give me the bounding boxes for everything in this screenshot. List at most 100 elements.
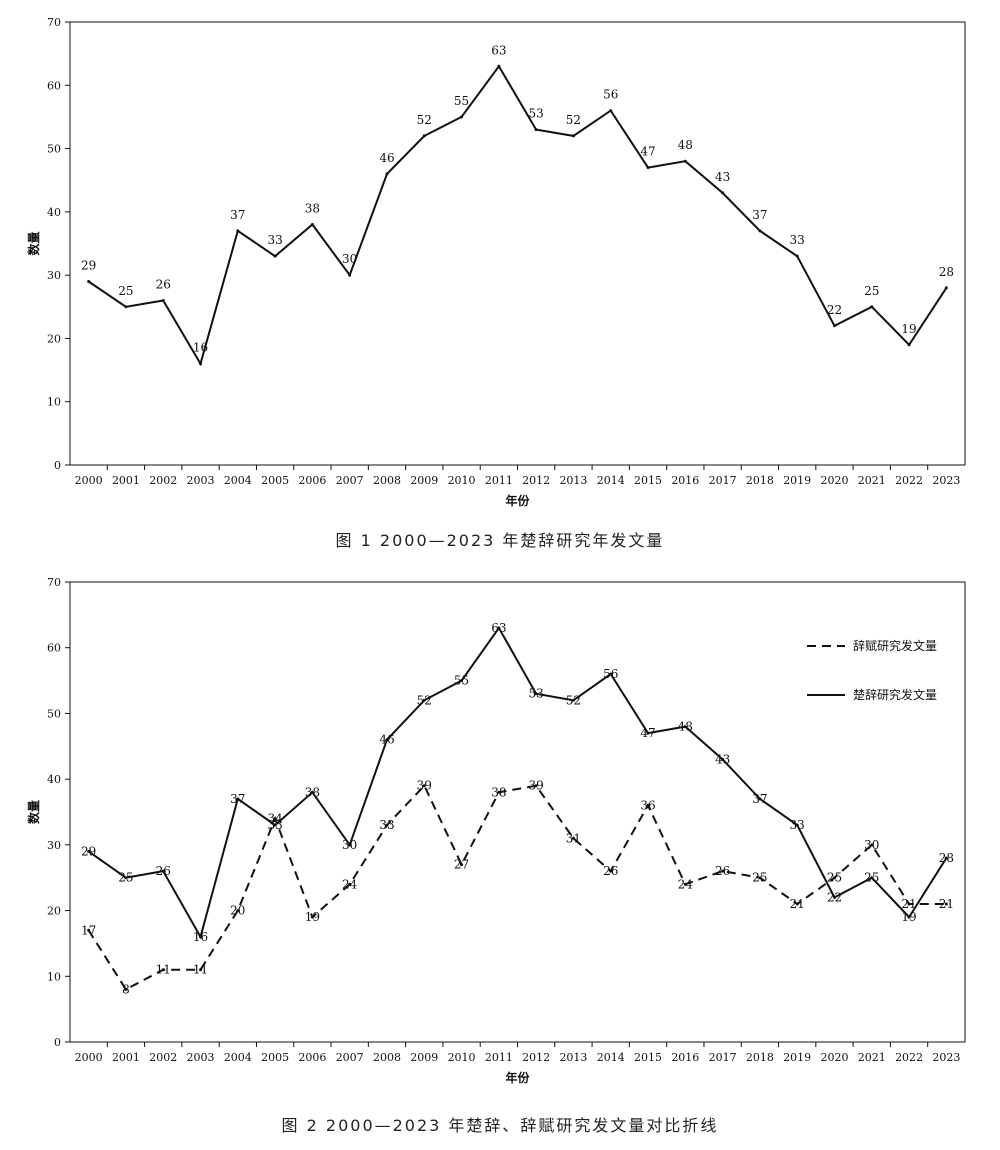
data-point (497, 790, 501, 794)
data-label: 53 (529, 687, 544, 701)
data-point (310, 915, 314, 919)
y-tick-label: 30 (47, 839, 61, 852)
data-point (944, 902, 948, 906)
data-label: 37 (230, 208, 245, 222)
x-tick-label: 2018 (746, 1051, 774, 1064)
data-point (273, 817, 277, 821)
y-tick-label: 20 (47, 332, 61, 345)
data-label: 22 (827, 890, 842, 904)
data-point (534, 692, 538, 696)
data-label: 47 (640, 726, 655, 740)
y-tick-label: 20 (47, 905, 61, 918)
x-tick-label: 2003 (187, 1051, 215, 1064)
data-label: 26 (603, 864, 618, 878)
data-point (571, 836, 575, 840)
data-label: 25 (118, 284, 133, 298)
x-tick-label: 2006 (298, 1051, 326, 1064)
data-label: 26 (715, 864, 730, 878)
data-label: 19 (901, 910, 916, 924)
x-tick-label: 2022 (895, 1051, 923, 1064)
data-label: 26 (156, 864, 171, 878)
data-label: 37 (752, 208, 767, 222)
x-tick-label: 2000 (75, 474, 103, 487)
x-tick-label: 2019 (783, 474, 811, 487)
data-point (571, 134, 575, 138)
data-point (721, 869, 725, 873)
x-tick-label: 2012 (522, 474, 550, 487)
data-label: 31 (566, 831, 581, 845)
x-tick-label: 2010 (448, 1051, 476, 1064)
data-label: 26 (156, 277, 171, 291)
data-label: 28 (939, 265, 954, 279)
data-point (273, 254, 277, 258)
data-label: 56 (603, 667, 618, 681)
data-label: 16 (193, 930, 208, 944)
data-point (944, 286, 948, 290)
y-tick-label: 60 (47, 642, 61, 655)
data-point (87, 279, 91, 283)
data-point (646, 166, 650, 170)
x-tick-label: 2002 (149, 1051, 177, 1064)
data-point (124, 876, 128, 880)
x-tick-label: 2016 (671, 474, 699, 487)
data-label: 33 (790, 233, 805, 247)
data-label: 33 (379, 818, 394, 832)
y-tick-label: 40 (47, 206, 61, 219)
data-point (758, 229, 762, 233)
data-label: 56 (603, 88, 618, 102)
y-tick-label: 0 (54, 459, 61, 472)
data-point (795, 823, 799, 827)
solid-series-line (88, 626, 948, 940)
chart-2-caption: 图 2 2000—2023 年楚辞、辞赋研究发文量对比折线 (281, 1116, 719, 1135)
x-tick-label: 2015 (634, 474, 662, 487)
data-label: 16 (193, 341, 208, 355)
data-point (422, 698, 426, 702)
x-tick-label: 2016 (671, 1051, 699, 1064)
y-tick-label: 10 (47, 396, 61, 409)
data-label: 38 (491, 785, 506, 799)
y-tick-label: 70 (47, 16, 61, 29)
data-label: 46 (379, 151, 394, 165)
data-point (907, 343, 911, 347)
data-label: 25 (827, 871, 842, 885)
data-label: 29 (81, 258, 96, 272)
data-label: 52 (566, 693, 581, 707)
data-label: 22 (827, 303, 842, 317)
data-point (758, 876, 762, 880)
data-label: 19 (901, 322, 916, 336)
x-tick-label: 2002 (149, 474, 177, 487)
y-tick-label: 0 (54, 1036, 61, 1049)
data-point (199, 935, 203, 939)
x-tick-label: 2009 (410, 474, 438, 487)
data-label: 33 (267, 233, 282, 247)
data-point (124, 305, 128, 309)
data-point (385, 172, 389, 176)
data-point (870, 876, 874, 880)
data-label: 30 (864, 838, 879, 852)
data-label: 21 (790, 897, 805, 911)
data-point (161, 968, 165, 972)
data-label: 24 (678, 877, 694, 891)
x-axis-title: 年份 (505, 493, 530, 508)
x-tick-label: 2021 (858, 1051, 886, 1064)
data-point (273, 823, 277, 827)
data-label: 47 (640, 145, 655, 159)
data-point (832, 895, 836, 899)
data-point (534, 128, 538, 132)
data-label: 33 (790, 818, 805, 832)
data-point (944, 856, 948, 860)
data-label: 21 (939, 897, 954, 911)
data-label: 43 (715, 170, 730, 184)
x-tick-label: 2013 (559, 474, 587, 487)
data-point (609, 109, 613, 113)
y-tick-label: 10 (47, 970, 61, 983)
data-point (385, 823, 389, 827)
data-point (236, 909, 240, 913)
y-tick-label: 30 (47, 269, 61, 282)
x-tick-label: 2005 (261, 1051, 289, 1064)
data-label: 20 (230, 904, 245, 918)
data-point (422, 784, 426, 788)
data-label: 38 (305, 202, 320, 216)
x-tick-label: 2015 (634, 1051, 662, 1064)
data-label: 48 (678, 138, 693, 152)
